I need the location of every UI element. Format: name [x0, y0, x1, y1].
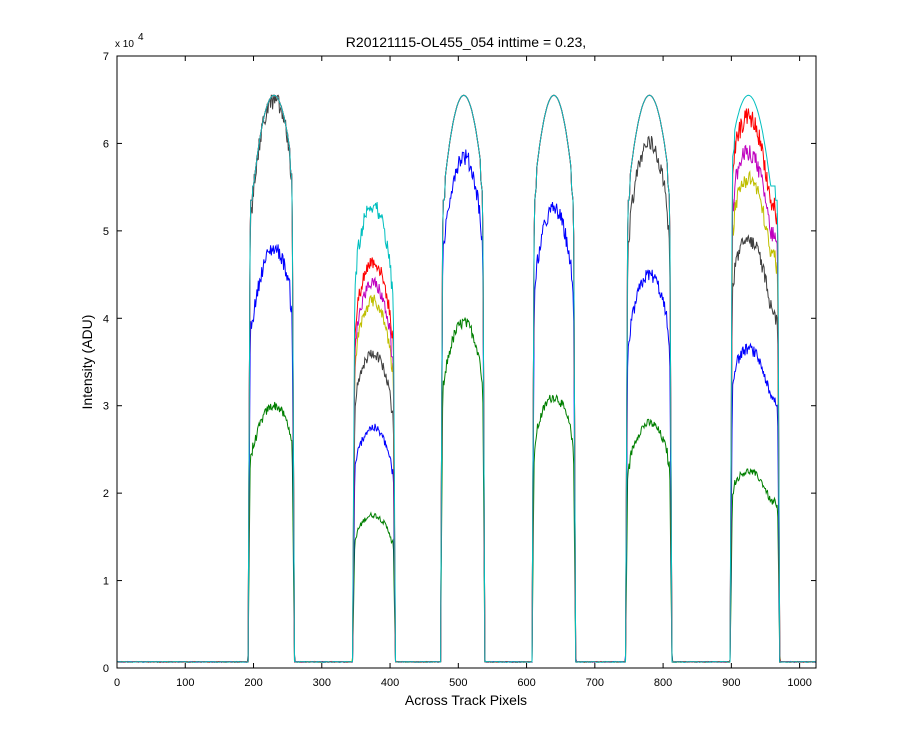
y-tick-label: 7: [103, 51, 109, 63]
y-tick-label: 3: [103, 401, 109, 413]
x-tick-label: 700: [586, 677, 604, 689]
y-tick-label: 5: [103, 226, 109, 238]
y-tick-label: 2: [103, 488, 109, 500]
x-tick-label: 500: [449, 677, 467, 689]
x-tick-label: 1000: [787, 677, 811, 689]
plot-area: [117, 56, 816, 668]
y-axis: 0 1 2 3 4 5 6 7: [103, 51, 816, 675]
x-tick-label: 300: [313, 677, 331, 689]
x-tick-label: 100: [176, 677, 194, 689]
y-exponent-base: x 10: [115, 39, 134, 50]
x-tick-label: 200: [244, 677, 262, 689]
y-tick-label: 6: [103, 138, 109, 150]
series-layer: [116, 94, 817, 663]
chart-title: R20121115-OL455_054 inttime = 0.23,: [346, 34, 586, 50]
x-tick-label: 0: [114, 677, 120, 689]
y-tick-label: 4: [103, 313, 109, 325]
plot-frame: [116, 55, 817, 669]
series-cyan: [117, 94, 817, 663]
x-tick-label: 900: [722, 677, 740, 689]
y-tick-label: 0: [103, 663, 109, 675]
y-tick-label: 1: [103, 576, 109, 588]
x-axis-title: Across Track Pixels: [405, 692, 527, 708]
x-tick-label: 600: [517, 677, 535, 689]
y-exponent-power: 4: [138, 32, 144, 43]
x-axis: 0 100 200 300 400 500 600 700 800 900 1000: [114, 56, 812, 689]
x-tick-label: 800: [654, 677, 672, 689]
y-axis-title: Intensity (ADU): [79, 315, 95, 410]
x-tick-label: 400: [381, 677, 399, 689]
